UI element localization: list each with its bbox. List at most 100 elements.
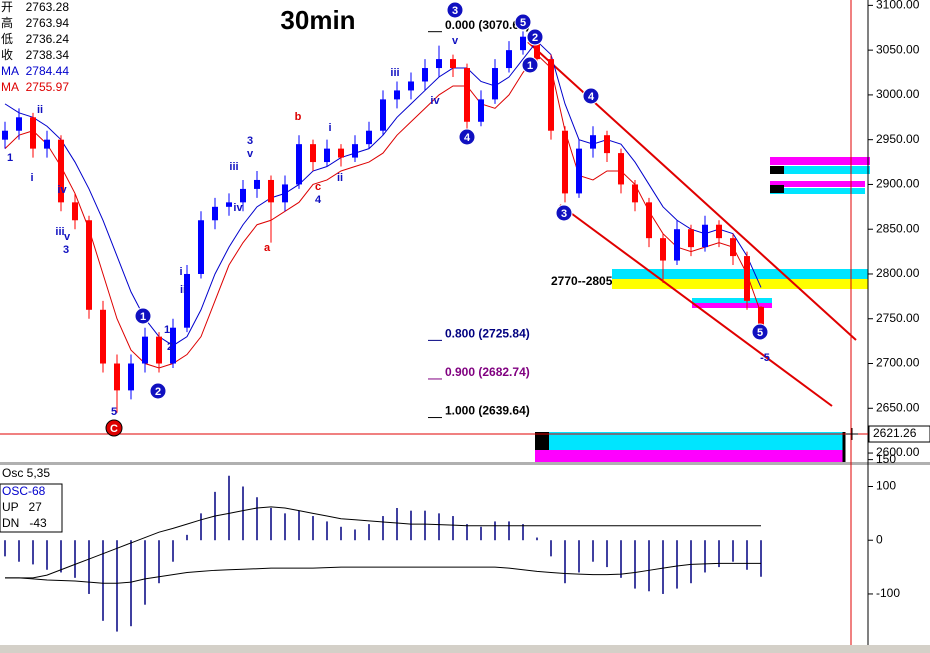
legend-value: 2784.44 [26, 64, 70, 78]
wave-label: ii [337, 172, 343, 184]
y-tick-label: 2750.00 [876, 311, 920, 325]
wave-label: 1 [7, 152, 13, 164]
legend-value: 2738.34 [26, 48, 70, 62]
wave-circle [521, 56, 539, 74]
candle-body [226, 202, 232, 207]
candle-body [352, 144, 358, 158]
channel-line [527, 41, 857, 341]
wave-circle [526, 28, 544, 46]
candle-body [744, 256, 750, 301]
wave-label: i [30, 172, 33, 184]
candle-body [100, 309, 106, 364]
zone-yellow [612, 279, 868, 289]
wave-label: ii [180, 284, 186, 296]
osc-envelope [5, 562, 761, 584]
candle-body [534, 36, 540, 60]
zone-cyan [612, 269, 868, 279]
legend-label: 高 [1, 15, 13, 30]
candle-body [128, 363, 134, 391]
candle-body [310, 144, 316, 163]
wave-label: 5 [111, 406, 117, 418]
legend-value: 2755.97 [26, 80, 70, 94]
wave-label: iii [229, 161, 238, 173]
candle-body [58, 139, 64, 203]
candle-body [184, 273, 190, 328]
wave-circle [105, 419, 123, 437]
zone-magenta-small [692, 303, 772, 308]
candle-body [254, 179, 260, 189]
wave-label: 3 [452, 5, 458, 17]
panel-separator [0, 462, 930, 465]
zone-marker [535, 432, 549, 450]
candle-body [2, 130, 8, 140]
zone-marker [770, 185, 784, 193]
zone-cyan-small [692, 298, 772, 303]
wave-label: iv [57, 184, 67, 196]
wave-circle [446, 1, 464, 19]
wave-circle [458, 128, 476, 146]
wave-circle [751, 323, 769, 341]
candle-body [492, 68, 498, 100]
y-tick-label: 2900.00 [876, 177, 920, 191]
wave-label: c [315, 181, 321, 193]
wave-label: C [110, 423, 118, 435]
candle-body [688, 229, 694, 248]
y-tick-label: 2800.00 [876, 266, 920, 280]
candle-body [156, 336, 162, 364]
candle-body [240, 188, 246, 203]
zones [535, 157, 870, 462]
wave-circle [149, 382, 167, 400]
wave-label: 3 [63, 244, 69, 256]
candle-body [450, 59, 456, 69]
wave-circle [514, 13, 532, 31]
wave-label: 1 [164, 324, 170, 336]
wave-label: 3 [561, 208, 567, 220]
wave-label: 3 [247, 135, 253, 147]
wave-label: iv [233, 202, 243, 214]
chart-title: 30min [280, 5, 355, 35]
y-tick-label: 2600.00 [876, 445, 920, 459]
candle-body [674, 229, 680, 261]
wave-label: i [179, 266, 182, 278]
candle-body [268, 179, 274, 203]
legend-label: 开 [1, 0, 13, 14]
channel-line [559, 204, 833, 407]
candle-body [464, 68, 470, 122]
cursor-price-box [868, 425, 930, 443]
wave-label: v [64, 231, 71, 243]
zone-bottom [535, 450, 843, 462]
zone-right [770, 157, 870, 165]
candle-body [380, 99, 386, 131]
legend-box [0, 0, 70, 96]
legend-value: 2763.94 [26, 16, 70, 30]
osc-legend: DN -43 [2, 516, 47, 530]
wave-label: 4 [588, 91, 595, 103]
wave-label: 1 [140, 311, 146, 323]
candle-body [324, 148, 330, 163]
fib-label: 0.800 (2725.84) [445, 327, 530, 341]
candle-body [436, 59, 442, 69]
candle-body [86, 220, 92, 310]
osc-title: Osc 5,35 [2, 466, 50, 480]
candle-body [758, 306, 764, 330]
candle-body [170, 327, 176, 364]
fib-label: 1.000 (2639.64) [445, 404, 530, 418]
osc-tick-label: -100 [876, 586, 900, 600]
candle-body [618, 153, 624, 185]
candle-body [604, 135, 610, 154]
legend-label: MA [1, 80, 19, 94]
osc-legend: UP 27 [2, 500, 42, 514]
candle-body [520, 36, 526, 51]
candle-body [660, 238, 666, 261]
wave-circle [582, 87, 600, 105]
candle-body [548, 59, 554, 131]
candle-body [338, 148, 344, 158]
osc-envelope [5, 506, 761, 579]
cursor-price-label: 2621.26 [873, 426, 917, 440]
wave-label: 2 [167, 341, 173, 353]
candle-body [702, 224, 708, 248]
candle-body [562, 130, 568, 194]
osc-tick-label: 150 [876, 452, 896, 466]
candle-body [394, 90, 400, 100]
